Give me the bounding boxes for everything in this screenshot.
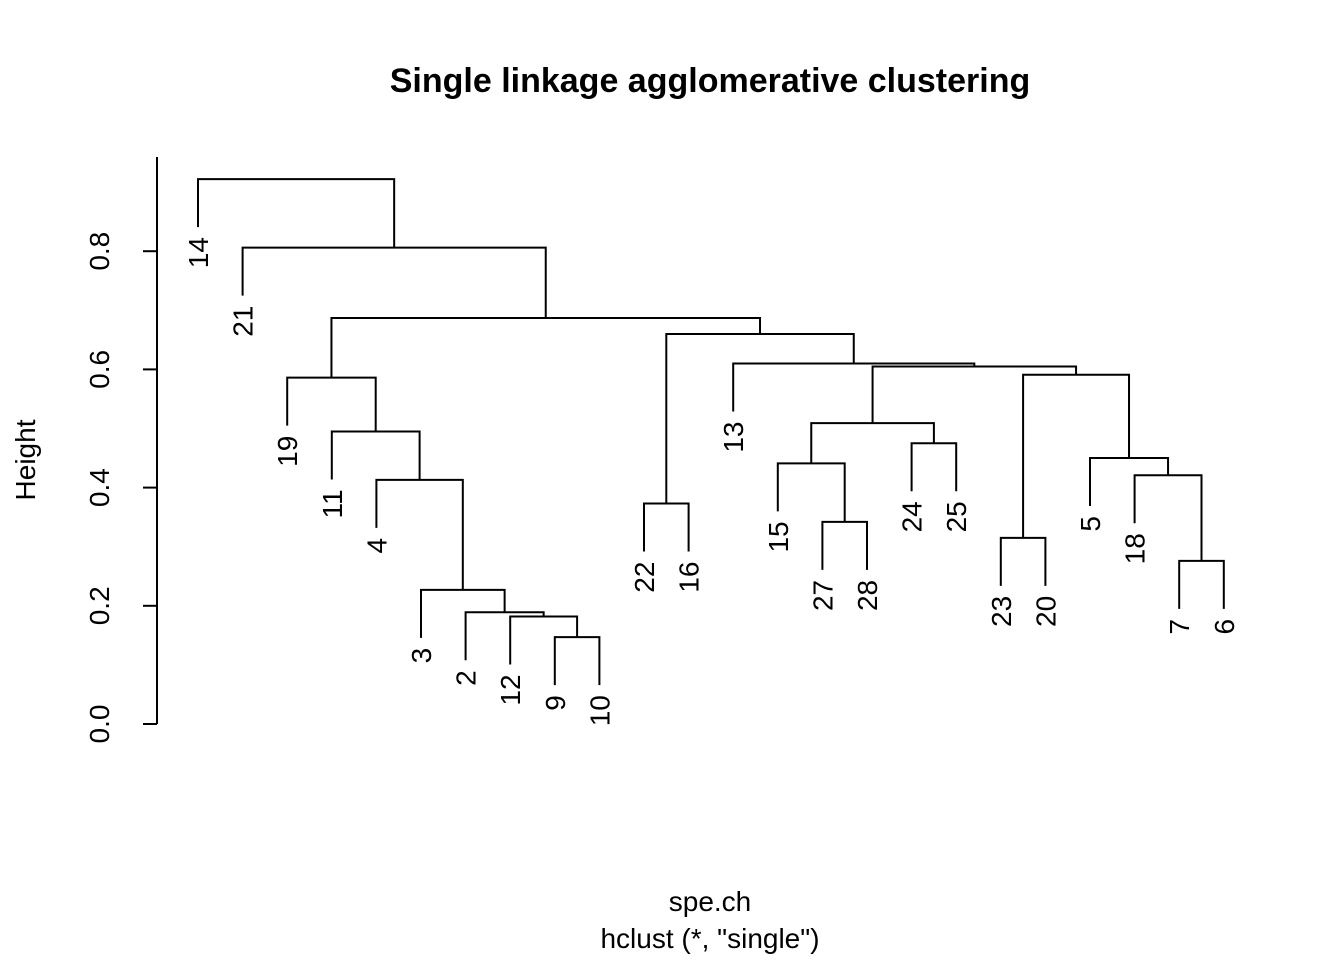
- leaf-label: 15: [763, 521, 794, 552]
- dendrogram-link: [509, 615, 579, 665]
- dendrogram-link: [1089, 457, 1170, 507]
- leaf-label: 18: [1120, 533, 1151, 564]
- dendrogram-links: [197, 178, 1225, 686]
- leaf-label: 13: [718, 421, 749, 452]
- chart-title: Single linkage agglomerative clustering: [390, 62, 1031, 100]
- leaf-label: 20: [1030, 596, 1061, 627]
- leaf-label: 10: [584, 695, 615, 726]
- leaf-label: 27: [807, 580, 838, 611]
- dendrogram-link: [665, 332, 855, 504]
- dendrogram-link: [464, 611, 545, 661]
- dendrogram-link: [197, 178, 396, 248]
- leaf-label: 12: [495, 674, 526, 705]
- dendrogram-link: [1178, 559, 1225, 609]
- y-axis: 0.0 0.2 0.4 0.6 0.8: [84, 157, 158, 744]
- leaf-label: 9: [540, 695, 571, 711]
- leaf-label: 28: [852, 580, 883, 611]
- leaf-label: 11: [317, 489, 348, 518]
- dendrogram-link: [375, 478, 464, 590]
- dendrogram-link: [821, 520, 868, 570]
- dendrogram-link: [286, 376, 377, 432]
- y-tick-label: 0.4: [84, 468, 115, 507]
- leaf-label: 19: [272, 436, 303, 467]
- dendrogram-link: [910, 442, 958, 492]
- leaf-label: 4: [361, 538, 392, 554]
- leaf-label: 14: [183, 237, 214, 268]
- dendrogram-link: [553, 636, 601, 686]
- y-tick-label: 0.8: [84, 232, 115, 271]
- dendrogram-link: [999, 536, 1047, 586]
- leaf-label: 23: [986, 596, 1017, 627]
- dendrogram-link: [241, 246, 547, 318]
- leaf-label: 21: [228, 306, 259, 337]
- dendrogram-link: [330, 430, 421, 480]
- dendrogram-link: [1022, 373, 1131, 538]
- leaf-label: 5: [1075, 516, 1106, 532]
- dendrogram-link: [330, 316, 762, 378]
- y-tick-label: 0.2: [84, 586, 115, 625]
- leaf-label: 2: [451, 670, 482, 686]
- leaf-label: 7: [1164, 619, 1195, 635]
- leaf-label: 25: [941, 501, 972, 532]
- dendrogram-link: [776, 462, 846, 522]
- y-axis-label: Height: [10, 419, 41, 500]
- leaf-label: 22: [629, 562, 660, 593]
- y-tick-label: 0.6: [84, 350, 115, 389]
- leaf-label: 16: [674, 562, 705, 593]
- x-axis-label: spe.ch: [669, 886, 752, 917]
- leaf-label: 3: [406, 648, 437, 664]
- leaf-label: 6: [1209, 619, 1240, 635]
- dendrogram-link: [420, 588, 506, 638]
- method-sublabel: hclust (*, "single"): [600, 923, 819, 954]
- dendrogram-link: [643, 502, 690, 552]
- leaf-labels: 14 21 19 11 4 32 12 9 10 22 16 13 15 27 28 24 25 23 20 5 18 7…: [183, 237, 1240, 726]
- y-tick-label: 0.0: [84, 705, 115, 744]
- leaf-label: 24: [897, 501, 928, 532]
- dendrogram-link: [732, 362, 976, 412]
